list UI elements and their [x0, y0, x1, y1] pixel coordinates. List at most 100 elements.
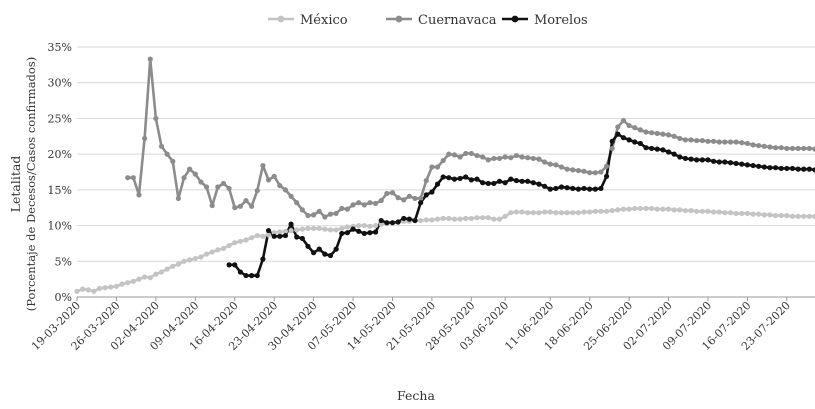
data-point	[665, 149, 672, 155]
data-point	[502, 154, 508, 160]
data-point	[620, 117, 627, 124]
data-point	[541, 183, 548, 189]
series-points-cuernavaca	[125, 56, 815, 220]
data-point	[294, 200, 300, 206]
data-point	[620, 206, 627, 212]
series-lines	[76, 57, 815, 293]
data-point	[429, 217, 435, 223]
data-point	[716, 209, 722, 215]
data-point	[243, 237, 249, 243]
data-point	[744, 210, 751, 217]
data-point	[553, 210, 559, 216]
data-point	[744, 162, 751, 168]
data-point	[463, 215, 469, 222]
data-point	[598, 208, 604, 214]
data-point	[226, 242, 232, 249]
data-point	[491, 155, 497, 162]
data-point	[603, 173, 610, 179]
data-point	[739, 140, 745, 146]
data-point	[553, 185, 559, 192]
data-point	[282, 232, 289, 239]
data-point	[333, 227, 339, 233]
data-point	[688, 207, 694, 214]
data-point	[660, 206, 666, 212]
data-point	[344, 230, 351, 236]
data-point	[688, 156, 694, 162]
data-point	[85, 287, 91, 293]
data-point	[249, 235, 255, 241]
data-point	[277, 229, 283, 235]
data-point	[784, 212, 790, 219]
series-line-mexico	[76, 207, 815, 293]
y-axis-title: Letalitad	[8, 156, 23, 213]
data-point	[733, 160, 739, 167]
data-point	[677, 207, 683, 213]
data-point	[812, 213, 815, 219]
data-point	[282, 228, 289, 234]
data-point	[344, 206, 351, 212]
data-point	[125, 280, 131, 286]
data-point	[626, 206, 632, 212]
data-point	[592, 186, 598, 192]
data-point	[654, 206, 660, 212]
gridlines	[77, 46, 815, 298]
y-tick-label: 5%	[55, 255, 72, 268]
data-point	[440, 215, 446, 222]
data-point	[423, 177, 429, 184]
data-point	[378, 221, 384, 227]
data-point	[440, 174, 446, 180]
data-point	[356, 200, 362, 206]
data-point	[474, 176, 480, 182]
data-point	[750, 162, 756, 169]
data-point	[254, 187, 260, 194]
data-point	[677, 154, 683, 160]
data-point	[575, 210, 581, 216]
data-point	[333, 210, 339, 217]
data-point	[434, 216, 441, 222]
data-point	[609, 207, 615, 214]
data-point	[254, 272, 260, 279]
data-point	[147, 275, 153, 281]
data-point	[637, 127, 643, 133]
data-point	[525, 155, 531, 161]
data-point	[175, 195, 181, 202]
data-point	[305, 225, 311, 232]
data-point	[232, 262, 238, 268]
data-point	[372, 229, 379, 235]
data-point	[153, 115, 159, 122]
data-point	[756, 211, 762, 217]
data-point	[761, 164, 767, 170]
data-point	[660, 131, 666, 137]
data-point	[694, 137, 700, 144]
data-point	[795, 166, 801, 172]
data-point	[677, 135, 683, 142]
data-point	[772, 145, 779, 151]
data-point	[305, 243, 311, 249]
data-point	[311, 225, 317, 232]
data-point	[288, 193, 294, 199]
data-point	[609, 145, 615, 152]
data-point	[615, 131, 621, 137]
data-point	[80, 286, 86, 292]
legend-label: Morelos	[534, 13, 588, 28]
data-point	[744, 140, 751, 147]
data-point	[592, 208, 598, 214]
data-point	[361, 222, 367, 229]
series-points-morelos	[226, 131, 815, 279]
data-point	[327, 227, 334, 233]
data-point	[192, 171, 198, 177]
data-point	[232, 205, 238, 211]
data-point	[801, 166, 807, 172]
data-point	[164, 266, 170, 272]
data-point	[806, 166, 812, 172]
data-point	[322, 226, 328, 232]
legend-swatch-marker	[511, 15, 519, 23]
data-point	[440, 157, 446, 164]
data-point	[418, 200, 424, 206]
data-point	[541, 209, 548, 215]
data-point	[570, 210, 576, 216]
data-point	[632, 125, 638, 131]
data-point	[468, 177, 474, 183]
x-axis-ticks: 19-03-202026-03-202002-04-202009-04-2020…	[29, 297, 793, 353]
data-point	[665, 132, 672, 138]
